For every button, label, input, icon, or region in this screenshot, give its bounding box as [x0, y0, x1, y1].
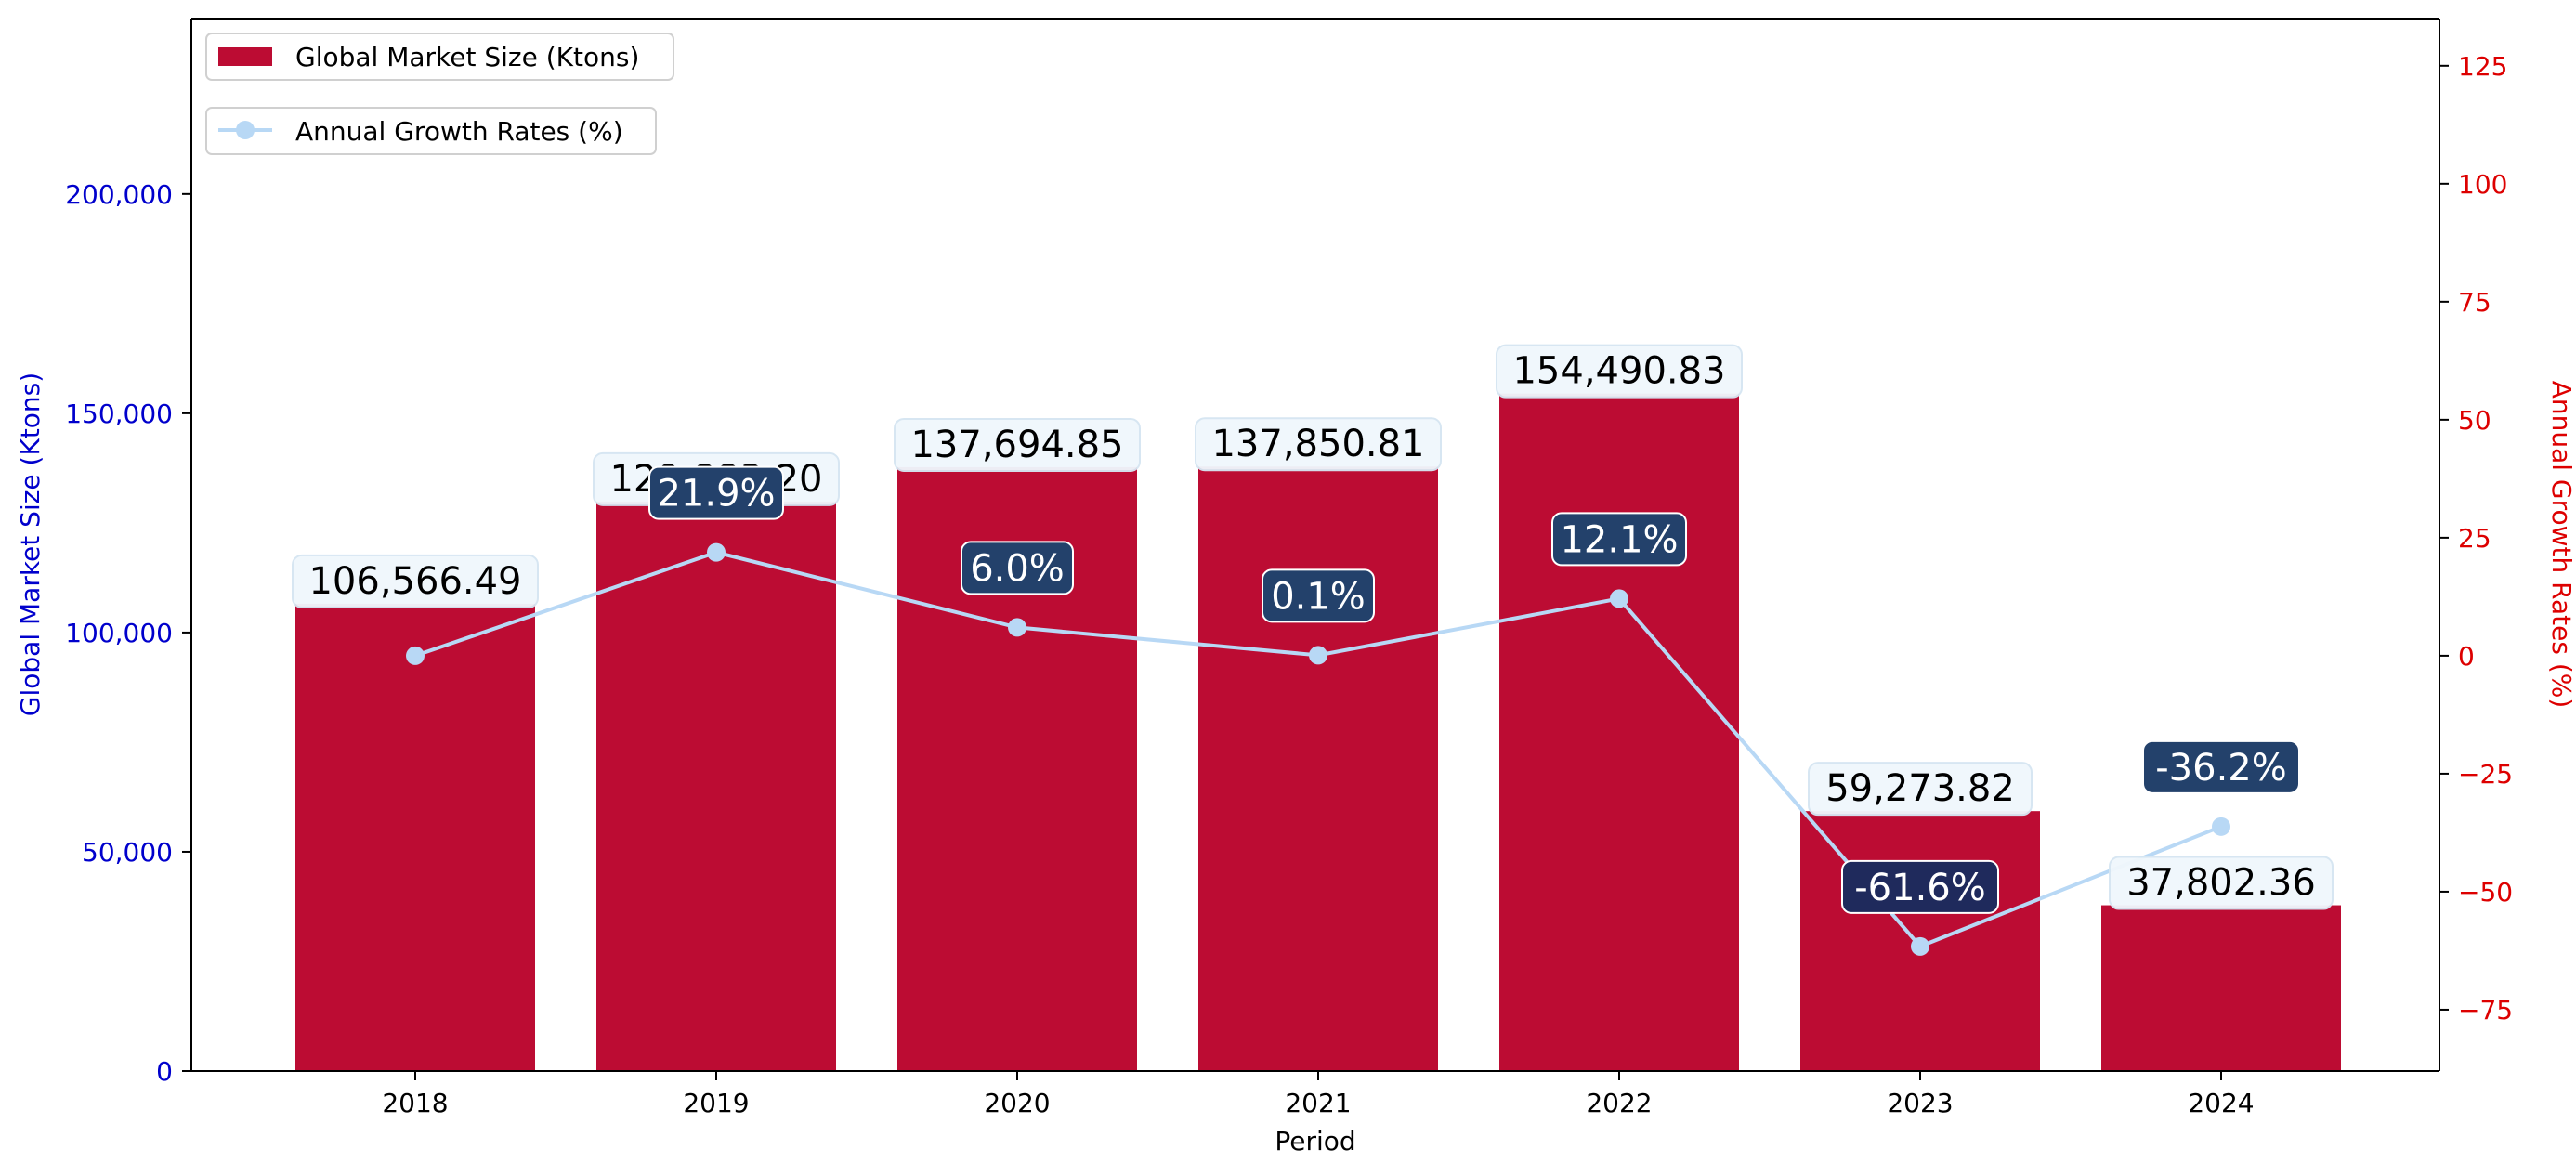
x-ticks-layer: 2018 2019 2020 2021 2022 2023 2024 — [382, 1071, 2255, 1118]
x-tick-label-2018: 2018 — [382, 1088, 448, 1118]
y-left-tick-label-50000: 50,000 — [82, 837, 173, 868]
x-axis-title: Period — [1275, 1126, 1355, 1156]
x-tick-label-2023: 2023 — [1887, 1088, 1953, 1118]
growth-point-2022 — [1610, 589, 1628, 608]
y-left-tick-label-150000: 150,000 — [65, 399, 173, 429]
x-tick-label-2022: 2022 — [1586, 1088, 1652, 1118]
y-right-tick-label-25: 25 — [2458, 523, 2491, 554]
y-right-tick-label-50: 50 — [2458, 405, 2491, 436]
growth-label-2024: -36.2% — [2155, 747, 2287, 790]
y-right-tick-label-125: 125 — [2458, 51, 2507, 82]
bar-2018 — [295, 603, 535, 1071]
growth-label-box-2024 — [2142, 739, 2300, 794]
bar-value-label-box-2018 — [292, 554, 539, 608]
growth-point-2024 — [2212, 817, 2230, 836]
bar-value-label-2024: 37,802.36 — [2126, 862, 2316, 905]
points-layer — [406, 542, 2230, 956]
growth-point-2023 — [1911, 936, 1929, 956]
growth-point-2019 — [707, 542, 726, 562]
bar-2024 — [2101, 905, 2341, 1071]
bar-value-label-box-2020 — [894, 417, 1141, 472]
growth-label-box-2020 — [961, 541, 1074, 595]
y-right-tick-label--25: −25 — [2458, 759, 2513, 790]
y-right-tick-label--75: −75 — [2458, 995, 2513, 1026]
y-right-tick-label-0: 0 — [2458, 641, 2475, 672]
x-tick-label-2019: 2019 — [683, 1088, 749, 1118]
legend-line-box — [205, 107, 657, 155]
legend-bars-swatch — [218, 47, 272, 66]
bar-value-label-2022: 154,490.83 — [1512, 350, 1725, 393]
growth-label-2020: 6.0% — [970, 547, 1065, 590]
growth-label-2021: 0.1% — [1271, 575, 1366, 618]
y-left-tick-label-100000: 100,000 — [65, 618, 173, 648]
y-axis-right-title: Annual Growth Rates (%) — [2546, 381, 2576, 709]
x-tick-label-2021: 2021 — [1285, 1088, 1351, 1118]
legend-line-marker — [236, 121, 255, 139]
x-tick-label-2020: 2020 — [984, 1088, 1050, 1118]
legend-bars: Global Market Size (Ktons) — [205, 33, 674, 81]
growth-label-2022: 12.1% — [1560, 518, 1678, 561]
growth-label-box-2022 — [1551, 512, 1687, 567]
growth-point-2020 — [1008, 618, 1026, 637]
growth-point-2018 — [406, 646, 425, 665]
bar-2021 — [1198, 466, 1438, 1071]
y-axis-left-title: Global Market Size (Ktons) — [15, 372, 46, 716]
y-left-tick-label-0: 0 — [156, 1056, 173, 1087]
y-right-tick-label-100: 100 — [2458, 169, 2507, 200]
bar-value-label-box-2023 — [1808, 762, 2033, 817]
bar-value-label-box-2024 — [2109, 856, 2334, 910]
legend-bars-box — [205, 33, 674, 81]
growth-label-box-2023 — [1841, 859, 1999, 914]
growth-point-2021 — [1309, 646, 1327, 665]
bar-labels-layer: 106,566.49129,883.20137,694.85137,850.81… — [292, 344, 2334, 910]
bar-2022 — [1499, 393, 1739, 1071]
legend-line-label: Annual Growth Rates (%) — [295, 116, 623, 147]
growth-label-box-2021 — [1262, 568, 1375, 623]
y-right-tick-label--50: −50 — [2458, 877, 2513, 908]
bar-2019 — [596, 501, 836, 1071]
legend-line: Annual Growth Rates (%) — [205, 107, 657, 155]
bar-value-label-2020: 137,694.85 — [910, 424, 1123, 466]
bar-value-label-2021: 137,850.81 — [1211, 423, 1424, 465]
bar-value-label-2023: 59,273.82 — [1825, 767, 2015, 810]
bar-value-label-box-2021 — [1195, 417, 1442, 472]
y-right-tick-label-75: 75 — [2458, 287, 2491, 318]
legend-bars-label: Global Market Size (Ktons) — [295, 42, 639, 72]
y-left-tick-label-200000: 200,000 — [65, 179, 173, 210]
x-tick-label-2024: 2024 — [2188, 1088, 2254, 1118]
bar-value-label-box-2022 — [1496, 344, 1743, 399]
line-labels-layer: 21.9% 6.0% 0.1% 12.1% -61.6% -36.2% — [648, 465, 2300, 914]
growth-label-box-2019 — [648, 465, 784, 520]
y-left-ticks-layer: 0 50,000 100,000 150,000 200,000 — [65, 179, 191, 1087]
growth-label-2019: 21.9% — [657, 473, 775, 516]
growth-label-2023: -61.6% — [1854, 867, 1986, 909]
y-right-ticks-layer: −75 −50 −25 0 25 50 75 100 125 — [2439, 51, 2513, 1026]
bar-value-label-2018: 106,566.49 — [308, 560, 521, 603]
